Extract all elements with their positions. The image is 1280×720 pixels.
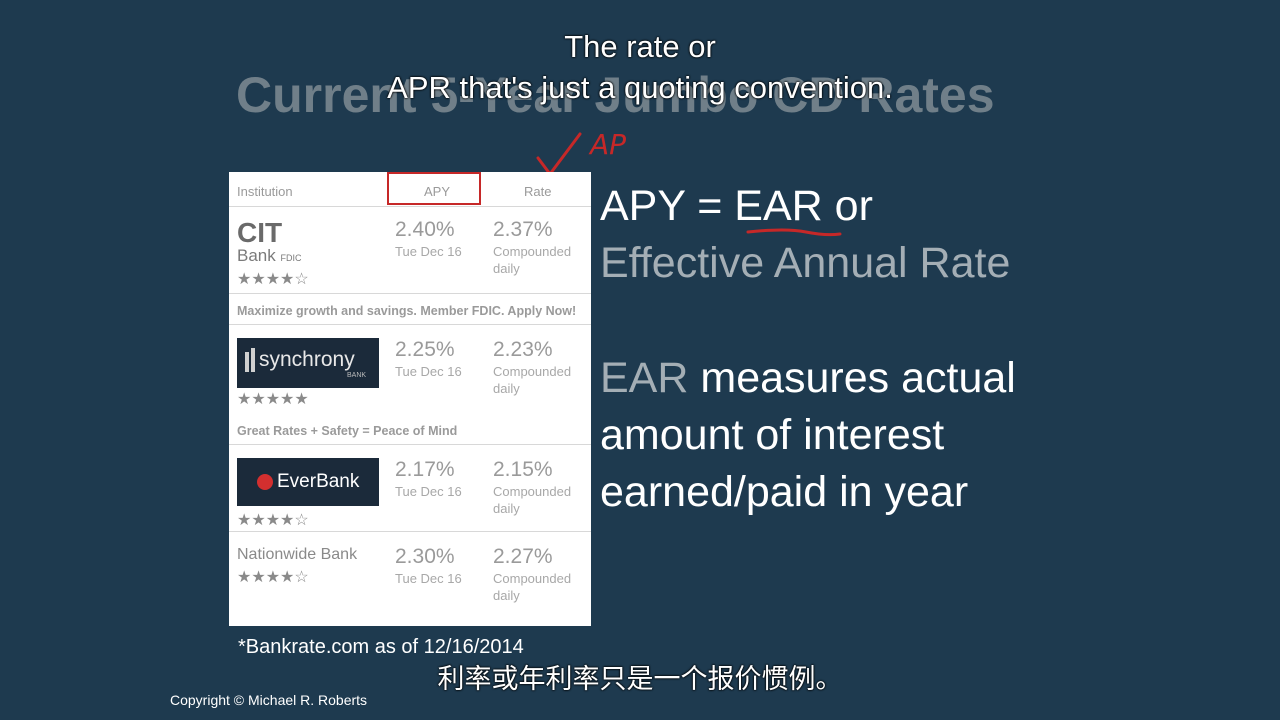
divider <box>229 444 591 445</box>
rate-compounded: Compounded <box>493 364 572 379</box>
handwritten-check-annotation: AP <box>536 128 626 177</box>
star-rating: ★★★★☆ <box>237 512 309 529</box>
apy-date: Tue Dec 16 <box>395 364 462 379</box>
copyright-notice: Copyright © Michael R. Roberts <box>170 692 368 708</box>
promo-text[interactable]: Maximize growth and savings. Member FDIC… <box>237 304 577 318</box>
rate-value: 2.23% <box>493 338 553 361</box>
divider <box>229 293 591 294</box>
rate-frequency: daily <box>493 588 520 603</box>
star-rating: ★★★★☆ <box>237 569 309 586</box>
apy-date: Tue Dec 16 <box>395 484 462 499</box>
cd-rates-table: Institution APY Rate CIT Bank FDIC 2.40%… <box>229 172 591 626</box>
apy-value: 2.17% <box>395 458 455 481</box>
rate-compounded: Compounded <box>493 244 572 259</box>
apy-value: 2.25% <box>395 338 455 361</box>
rate-frequency: daily <box>493 261 520 276</box>
definition-line-3: EAR measures actual <box>600 354 1016 402</box>
header-institution: Institution <box>237 184 293 199</box>
definition-line-4: amount of interest <box>600 411 945 459</box>
apy-date: Tue Dec 16 <box>395 571 462 586</box>
divider <box>229 324 591 325</box>
handwritten-ap-text: AP <box>588 128 626 161</box>
subtitle-line-2: APR that's just a quoting convention. <box>387 70 893 105</box>
ear-underlined: EAR <box>734 182 823 230</box>
rate-value: 2.37% <box>493 218 553 241</box>
definition-line-2: Effective Annual Rate <box>600 239 1011 287</box>
header-rate: Rate <box>524 184 552 199</box>
subtitle-chinese: 利率或年利率只是一个报价惯例。 <box>437 664 843 695</box>
divider <box>229 206 591 207</box>
definition-line-1: APY = EAR or <box>600 182 873 230</box>
star-rating: ★★★★☆ <box>237 271 309 288</box>
cit-bank-logo: CIT Bank FDIC <box>237 217 302 266</box>
divider <box>229 531 591 532</box>
rate-value: 2.27% <box>493 545 553 568</box>
source-footnote: *Bankrate.com as of 12/16/2014 <box>238 636 524 658</box>
apy-highlight-box <box>387 172 481 205</box>
rate-frequency: daily <box>493 501 520 516</box>
promo-text[interactable]: Great Rates + Safety = Peace of Mind <box>237 424 458 438</box>
everbank-logo: EverBank <box>237 458 379 506</box>
slide-title: Current 5-Year Jumbo CD Rates <box>236 67 995 123</box>
nationwide-bank-name: Nationwide Bank <box>237 546 358 563</box>
apy-value: 2.30% <box>395 545 455 568</box>
subtitle-line-1: The rate or <box>564 29 716 64</box>
synchrony-bank-logo: synchrony BANK <box>237 338 379 388</box>
ear-underline-annotation <box>746 228 842 237</box>
check-mark-icon <box>536 132 582 177</box>
rate-frequency: daily <box>493 381 520 396</box>
rate-compounded: Compounded <box>493 484 572 499</box>
rate-value: 2.15% <box>493 458 553 481</box>
star-rating: ★★★★★ <box>237 391 309 408</box>
apy-date: Tue Dec 16 <box>395 244 462 259</box>
definition-line-5: earned/paid in year <box>600 468 969 516</box>
apy-value: 2.40% <box>395 218 455 241</box>
rate-compounded: Compounded <box>493 571 572 586</box>
header-apy: APY <box>424 184 451 199</box>
